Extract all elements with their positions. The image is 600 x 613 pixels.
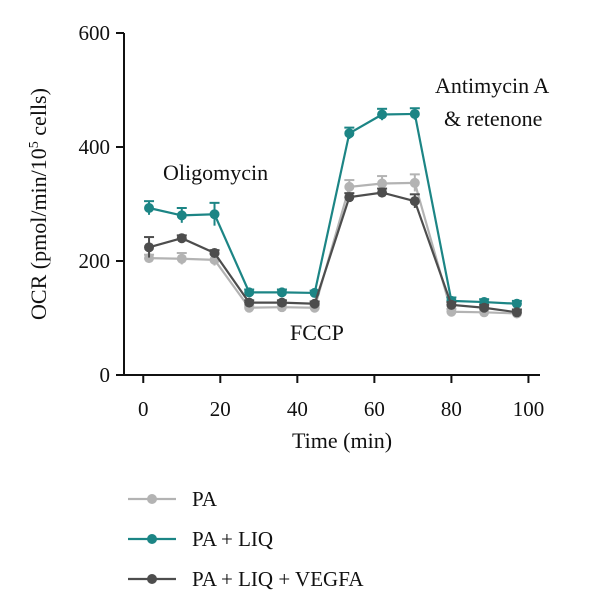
data-point (344, 181, 355, 192)
legend-marker (147, 534, 157, 544)
data-point (344, 128, 355, 139)
data-point (176, 253, 187, 264)
series-line (148, 112, 517, 305)
data-point (209, 209, 220, 220)
legend-item-pa-liq-vegfa: PA + LIQ + VEGFA (128, 567, 364, 591)
x-ticks: 0 20 40 60 80 100 (138, 375, 544, 421)
data-point (176, 233, 187, 244)
x-tick-label: 0 (138, 397, 149, 421)
series-line (148, 191, 518, 314)
data-point (244, 297, 255, 308)
annotation-oligomycin: Oligomycin (163, 160, 268, 185)
data-point (276, 287, 287, 298)
x-tick-label: 80 (441, 397, 462, 421)
data-point (144, 202, 155, 213)
y-ticks: 0 200 400 600 (79, 21, 124, 387)
data-point (446, 299, 457, 310)
y-axis-title-sup: 5 (27, 141, 42, 148)
data-point (176, 210, 187, 221)
y-axis-title-main: OCR (pmol/min/10 (26, 148, 51, 320)
legend-marker (147, 574, 157, 584)
x-tick-label: 20 (210, 397, 231, 421)
annotation-retenone: & retenone (444, 106, 542, 131)
x-tick-label: 60 (364, 397, 385, 421)
data-point (377, 109, 388, 120)
legend-marker (147, 494, 157, 504)
data-point (244, 287, 255, 298)
data-point (276, 297, 287, 308)
y-tick-label: 0 (100, 363, 111, 387)
y-tick-label: 200 (79, 249, 111, 273)
legend-label: PA (192, 487, 218, 511)
legend-label: PA + LIQ + VEGFA (192, 567, 364, 591)
data-point (377, 187, 388, 198)
legend-label: PA + LIQ (192, 527, 273, 551)
data-point (144, 242, 155, 253)
x-axis-title: Time (min) (292, 428, 392, 453)
data-point (409, 177, 420, 188)
data-point (209, 248, 220, 259)
data-point (409, 108, 420, 119)
legend-item-pa: PA (128, 487, 218, 511)
series-pa-liq-vegfa (144, 187, 522, 318)
legend: PA PA + LIQ PA + LIQ + VEGFA (128, 487, 364, 591)
data-point (344, 192, 355, 203)
data-point (479, 302, 490, 313)
data-point (446, 306, 457, 317)
data-point (511, 307, 522, 318)
x-tick-label: 40 (287, 397, 308, 421)
y-axis-title-tail: cells) (26, 88, 51, 141)
legend-item-pa-liq: PA + LIQ (128, 527, 273, 551)
y-tick-label: 400 (79, 135, 111, 159)
y-axis-title: OCR (pmol/min/105 cells) (26, 88, 51, 320)
annotation-fccp: FCCP (290, 320, 344, 345)
data-point (309, 298, 320, 309)
y-tick-label: 600 (79, 21, 111, 45)
annotation-antimycin: Antimycin A (435, 73, 549, 98)
data-point (377, 178, 388, 189)
x-tick-label: 100 (513, 397, 545, 421)
data-point (409, 196, 420, 207)
series-layer (144, 107, 522, 319)
series-pa-liq (144, 107, 522, 309)
axes (123, 33, 540, 376)
data-point (511, 298, 522, 309)
data-point (144, 253, 155, 264)
